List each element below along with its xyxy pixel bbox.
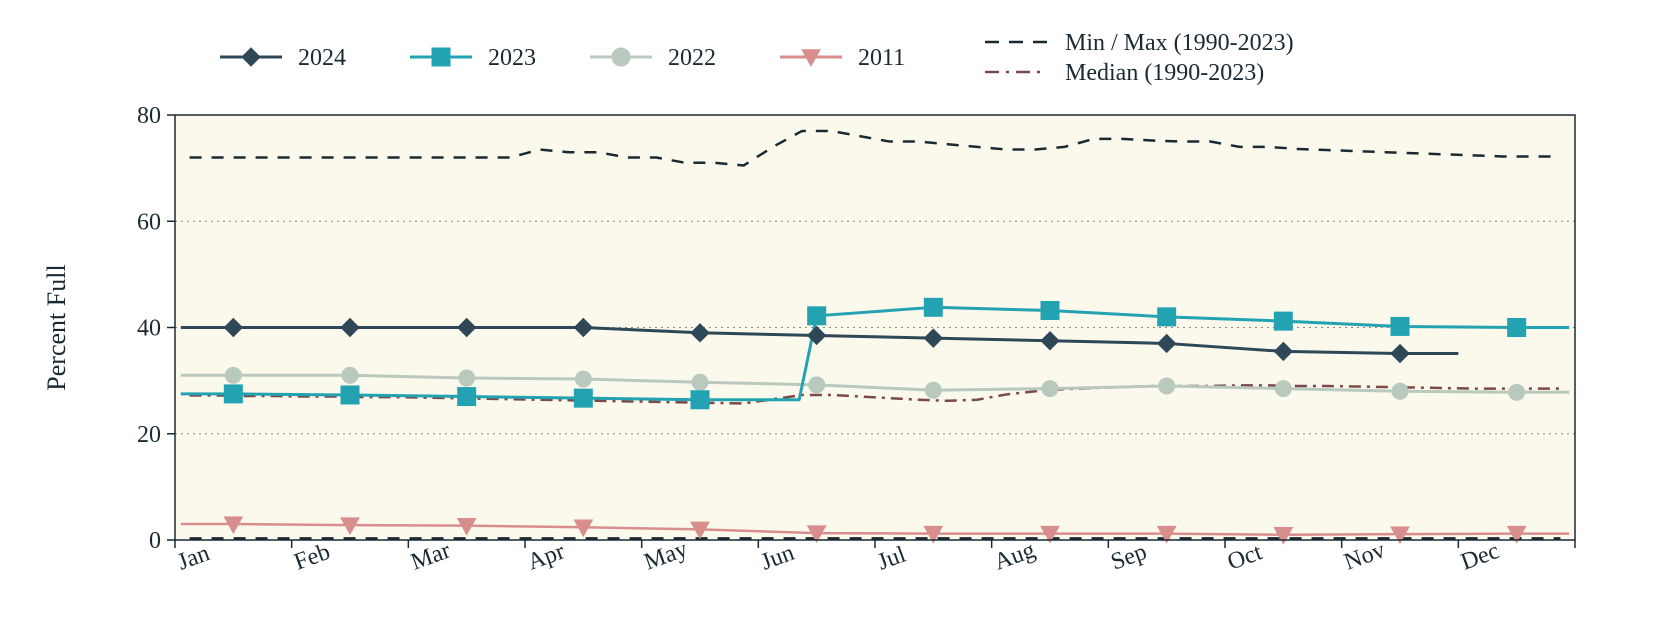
legend-label: 2024 [298,45,346,71]
legend-label: Min / Max (1990-2023) [1065,30,1294,56]
marker-circle [1275,381,1291,397]
marker-circle [809,377,825,393]
marker-circle [575,371,591,387]
reservoir-percent-full-chart: 0 20 40 60 80 Jan Feb Mar Apr May Jun Jul Aug Sep Oct N… [0,0,1680,630]
legend-label: Median (1990-2023) [1065,60,1264,86]
marker-square [432,48,450,66]
marker-square [1041,302,1059,320]
marker-square [924,298,942,316]
marker-square [574,389,592,407]
x-tick-label: Nov [1341,537,1389,576]
marker-circle [225,367,241,383]
marker-square [1508,319,1526,337]
x-tick-label: Jul [874,542,910,576]
marker-circle [459,370,475,386]
legend-label: 2023 [488,45,536,71]
marker-circle [1509,384,1525,400]
marker-diamond [242,48,260,66]
marker-square [1274,312,1292,330]
marker-square [1158,308,1176,326]
x-tick-label: Apr [524,538,568,575]
y-tick-label: 80 [137,103,161,129]
legend-label: 2011 [858,45,905,71]
y-tick-label: 20 [137,422,161,448]
marker-square [808,307,826,325]
chart-svg: 0 20 40 60 80 Jan Feb Mar Apr May Jun Jul Aug Sep Oct N… [0,0,1680,630]
x-tick-label: Feb [291,539,334,576]
legend-label: 2022 [668,45,716,71]
marker-circle [342,367,358,383]
marker-circle [1392,383,1408,399]
marker-square [691,391,709,409]
x-tick-label: Jun [757,540,797,576]
marker-circle [692,374,708,390]
x-tick-label: Mar [407,538,453,576]
marker-square [1391,317,1409,335]
marker-circle [1159,378,1175,394]
marker-circle [925,382,941,398]
y-tick-label: 60 [137,209,161,235]
marker-square [224,385,242,403]
marker-square [341,386,359,404]
y-tick-label: 40 [137,316,161,342]
marker-square [458,388,476,406]
marker-circle [1042,381,1058,397]
x-tick-label: Sep [1107,539,1150,576]
y-axis-label: Percent Full [42,264,71,390]
y-tick-label: 0 [149,528,161,554]
x-tick-label: Aug [991,537,1039,576]
x-tick-label: Oct [1224,539,1266,575]
x-tick-label: May [641,536,691,575]
x-tick-label: Dec [1457,538,1502,576]
marker-circle [612,48,630,66]
x-tick-label: Jan [174,540,213,575]
